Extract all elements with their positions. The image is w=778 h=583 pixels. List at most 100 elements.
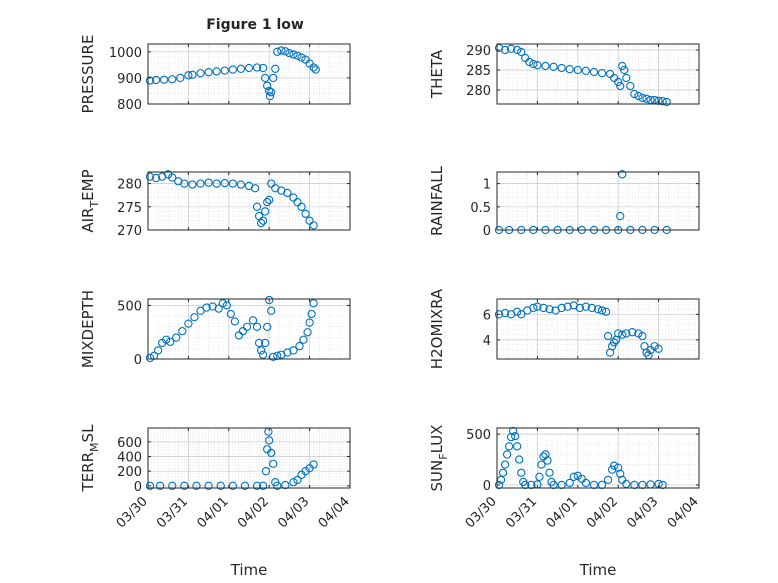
data-point [220, 66, 229, 75]
subplot-pressure: 800 900 1000 PRESSURE [79, 35, 351, 113]
data-point [309, 63, 318, 72]
data-point [517, 47, 526, 57]
data-point [289, 50, 298, 59]
y-axis-label: RAINFALL [428, 165, 446, 236]
data-point [545, 468, 554, 477]
y-tick-label: 290 [466, 44, 491, 59]
data-point [500, 460, 510, 469]
y-axis-label: AIRTEMP [79, 169, 101, 232]
data-point [273, 481, 282, 490]
data-point [309, 221, 318, 230]
data-point [285, 48, 294, 58]
data-point [151, 173, 161, 183]
data-point [626, 81, 635, 91]
data-point [289, 477, 298, 487]
data-point [543, 456, 552, 465]
data-point [614, 77, 623, 87]
data-point [263, 322, 272, 332]
data-point [258, 63, 268, 73]
data-point [305, 216, 314, 225]
data-point [184, 71, 193, 80]
data-point [650, 342, 659, 351]
data-point [281, 47, 290, 56]
data-point [521, 480, 530, 490]
data-point [662, 97, 671, 107]
y-tick-label: 280 [117, 178, 142, 193]
axes-box [496, 43, 700, 105]
axes-box [496, 427, 700, 489]
data-point [634, 329, 643, 338]
data-point [151, 75, 161, 85]
y-tick-label: 400 [117, 451, 142, 466]
data-point [202, 303, 211, 312]
data-point [289, 346, 298, 355]
data-point [620, 65, 629, 75]
data-point [281, 480, 290, 490]
data-point [293, 51, 302, 60]
data-point [261, 467, 271, 476]
data-point [178, 326, 187, 336]
plot-area [497, 172, 699, 230]
data-point [240, 481, 250, 490]
data-point [166, 337, 175, 347]
data-point [212, 179, 221, 188]
data-point [293, 475, 302, 485]
data-point [541, 61, 550, 71]
y-tick-label: 280 [466, 84, 491, 99]
data-point [252, 202, 262, 211]
data-point [188, 70, 197, 79]
data-point [569, 472, 578, 481]
data-point [642, 348, 651, 357]
data-point [557, 480, 566, 490]
subplot-h2omixra: 4 6 H2OMIXRA [428, 288, 700, 369]
data-point [529, 59, 538, 69]
data-point [265, 436, 274, 445]
y-axis-label: H2OMIXRA [428, 288, 446, 369]
data-point [549, 480, 558, 490]
data-point [614, 329, 623, 338]
data-point [513, 45, 522, 55]
data-point [295, 341, 304, 351]
y-tick-label: 500 [117, 299, 142, 314]
data-point [539, 303, 548, 313]
data-point [204, 481, 213, 490]
data-point [228, 179, 237, 188]
data-point [557, 63, 566, 73]
subplot-rainfall: 0 0.5 1 RAINFALL [428, 165, 700, 239]
data-point [616, 211, 625, 221]
data-point [250, 184, 260, 193]
data-point [618, 61, 627, 71]
data-point [642, 94, 651, 103]
data-point [603, 331, 613, 341]
data-point [500, 308, 510, 318]
data-point [168, 173, 177, 182]
axes-box [496, 171, 700, 231]
data-point [307, 309, 316, 319]
y-tick-label: 275 [117, 201, 142, 216]
y-tick-label: 6 [483, 308, 491, 323]
data-point [517, 468, 526, 477]
x-axis-label: Time [579, 561, 617, 579]
data-point [218, 299, 227, 308]
data-point [309, 460, 318, 469]
data-point [541, 450, 550, 459]
data-point [145, 481, 155, 490]
data-point [634, 91, 643, 101]
data-point [563, 302, 572, 311]
data-point [504, 442, 514, 451]
subplot-air-temp: 270 275 280 AIRTEMP [79, 169, 351, 239]
data-point [500, 45, 510, 55]
data-point [589, 480, 599, 490]
data-point [513, 442, 522, 451]
data-point [228, 65, 237, 74]
data-point [515, 455, 524, 464]
y-axis-label: THETA [428, 49, 446, 99]
data-point [597, 480, 607, 490]
axes-box [147, 171, 351, 231]
data-point [502, 450, 512, 459]
axes-box [147, 298, 351, 360]
data-point [654, 344, 663, 353]
axes-box [147, 43, 351, 105]
y-tick-label: 4 [483, 334, 491, 349]
